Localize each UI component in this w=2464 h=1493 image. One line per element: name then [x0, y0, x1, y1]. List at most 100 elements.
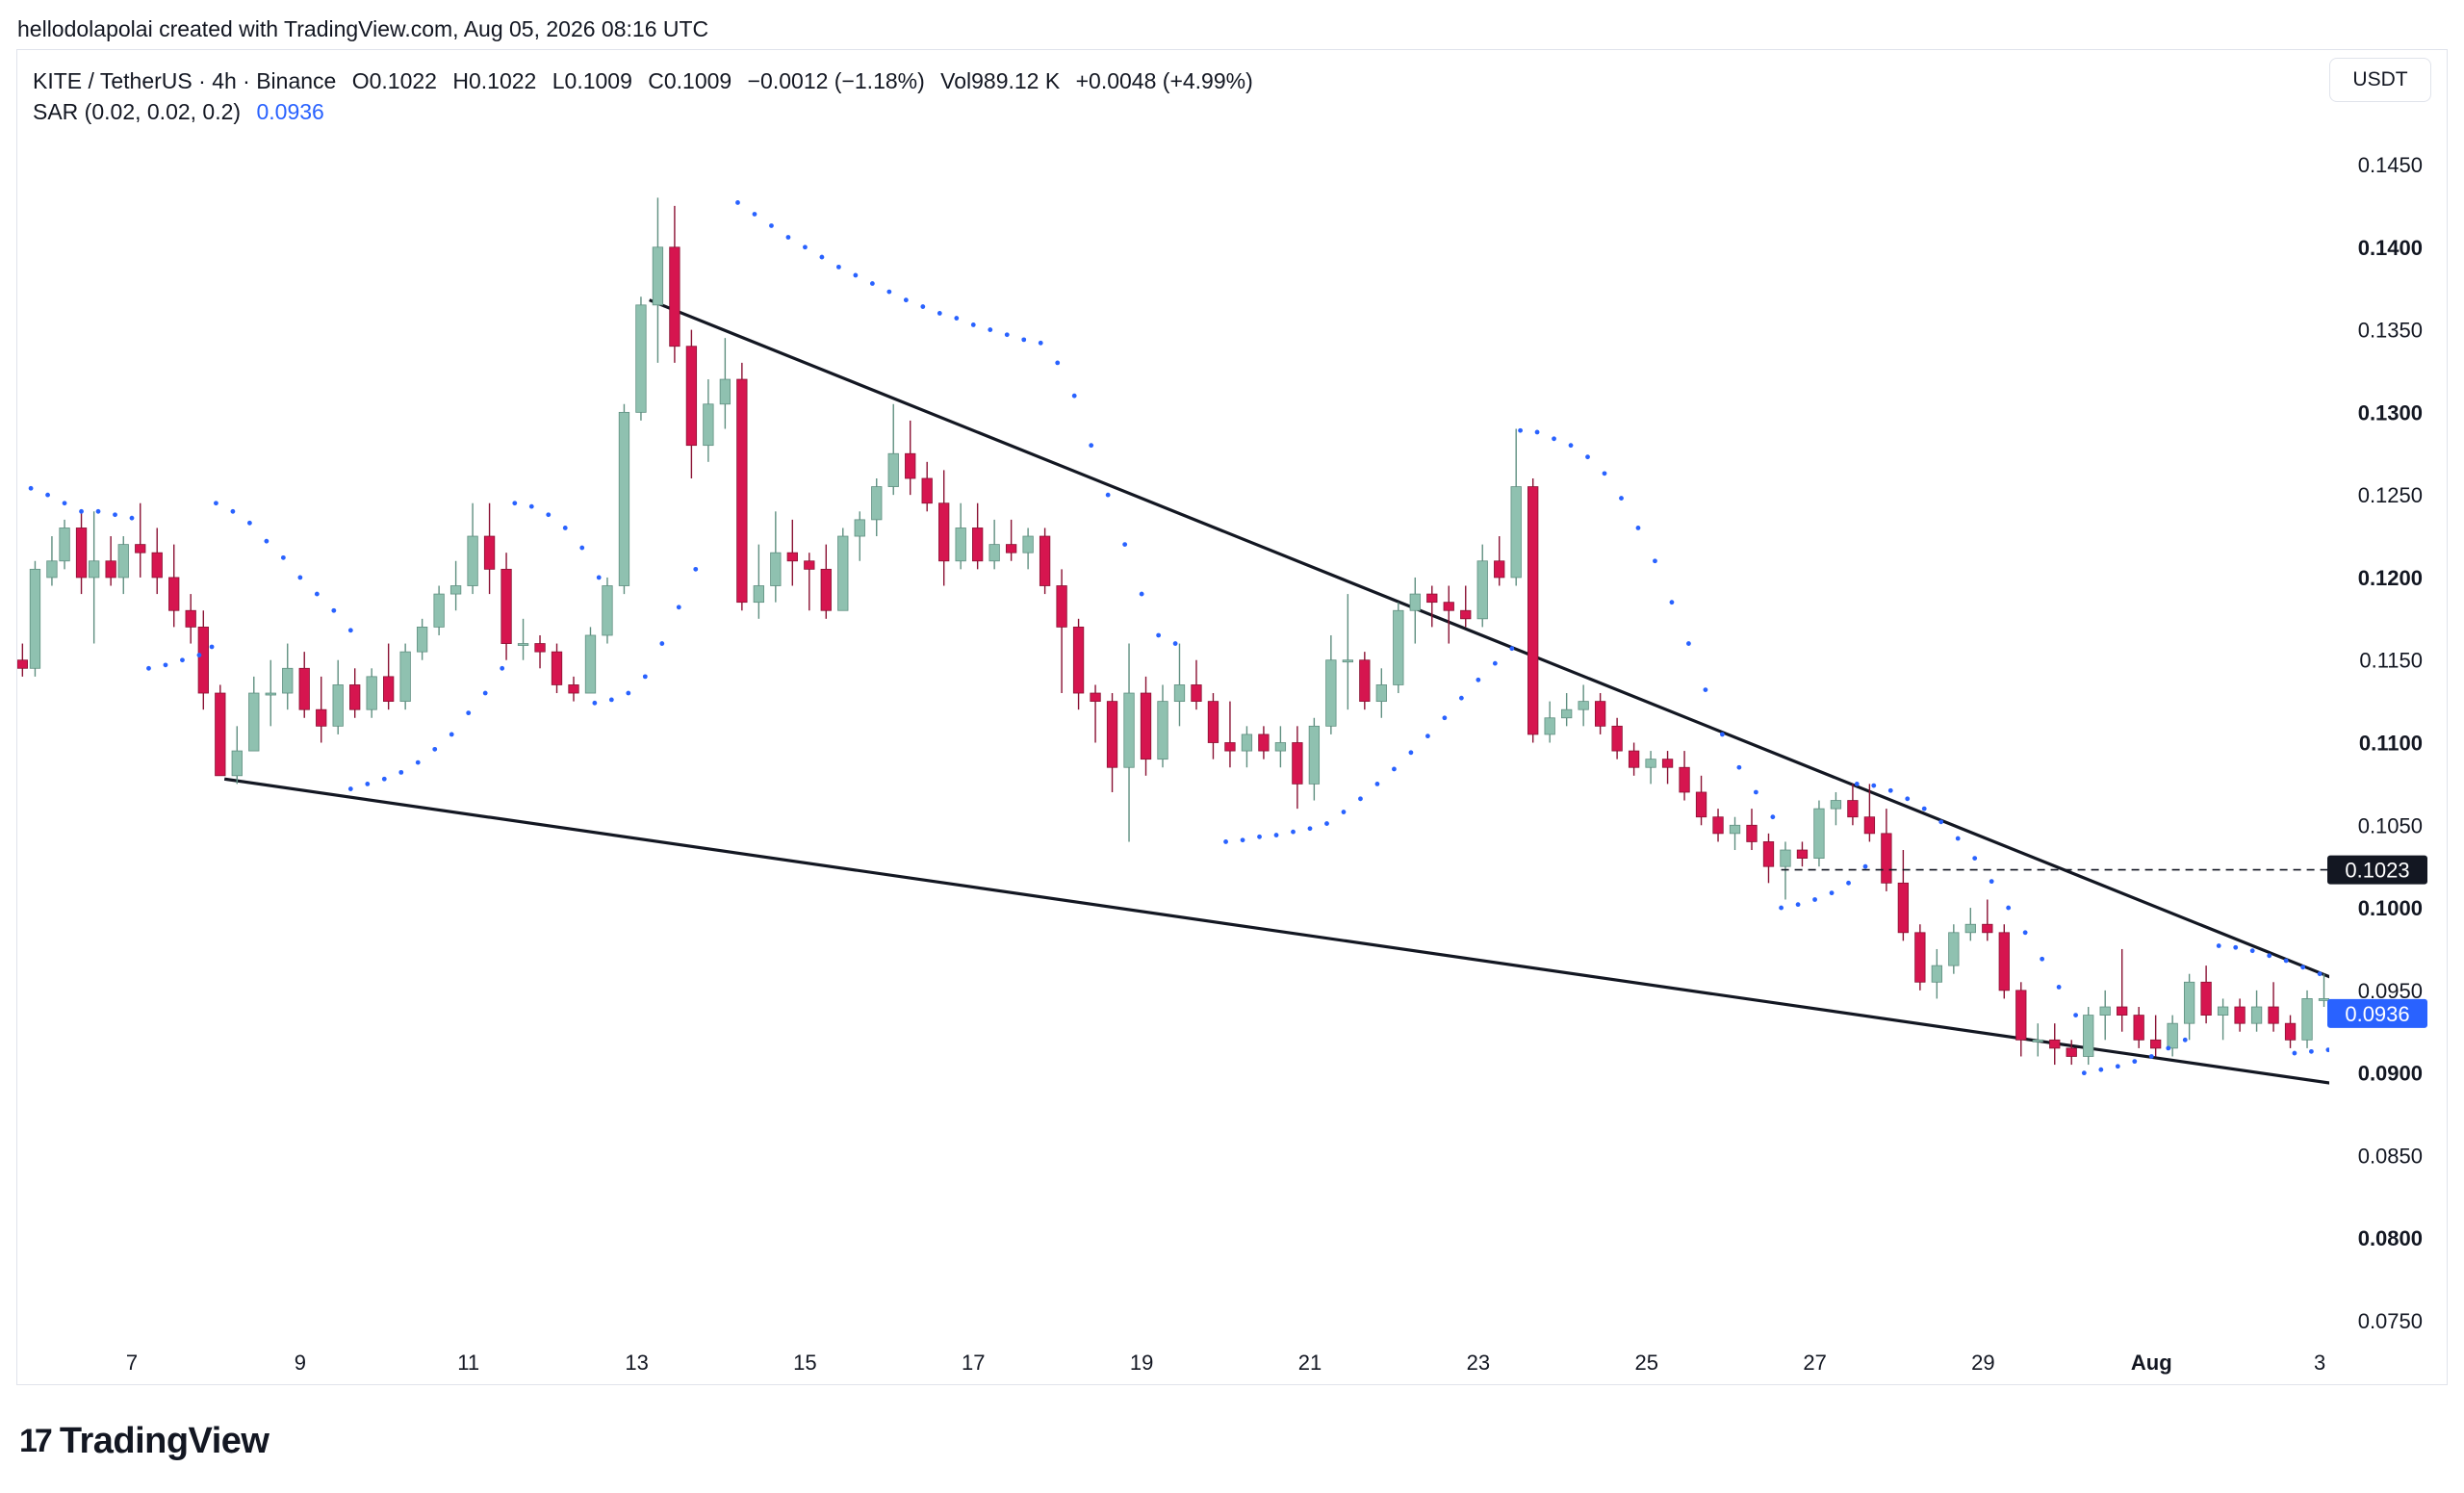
candle-body [1881, 833, 1892, 884]
candle [2268, 982, 2279, 1032]
candle-body [1056, 585, 1067, 628]
candle [1274, 726, 1287, 768]
candle-body [5, 610, 14, 659]
x-axis-tick-label: 3 [2314, 1351, 2325, 1375]
candle-body [1241, 734, 1253, 752]
candle-body [316, 708, 327, 727]
candle [1746, 809, 1758, 851]
candle-body [1712, 816, 1724, 835]
candle-body [2167, 1022, 2178, 1049]
candle-body [2183, 981, 2195, 1024]
candle-body [332, 684, 344, 727]
sar-dot [1038, 340, 1043, 346]
sar-dot [2056, 985, 2062, 990]
x-axis-tick-label: 7 [126, 1351, 138, 1375]
candle-body [1561, 708, 1573, 719]
candle-body [1292, 742, 1303, 785]
candle [316, 676, 327, 743]
sar-dot [735, 200, 740, 205]
candle [635, 296, 647, 421]
candle [1830, 791, 1842, 826]
sar-dot [626, 690, 631, 696]
sar-dot [1829, 890, 1835, 896]
candle [117, 536, 129, 595]
change-value: −0.0012 (−1.18%) [747, 68, 925, 93]
candle [921, 461, 933, 512]
candle [1594, 693, 1606, 734]
wedge-trendline-upper [649, 298, 2329, 979]
sar-dot [2267, 953, 2272, 959]
sar-dot [1156, 632, 1162, 638]
sar-dot [264, 538, 270, 544]
sar-dot [836, 264, 841, 270]
sar-dot [528, 503, 534, 509]
sar-dot [2410, 1041, 2415, 1045]
sar-dot [1408, 750, 1414, 756]
candle-body [1342, 659, 1353, 663]
symbol-label[interactable]: KITE / TetherUS · 4h · Binance [33, 68, 337, 93]
candle-body [2099, 1006, 2111, 1016]
candle-body [1022, 535, 1034, 553]
candle-body [1409, 593, 1421, 611]
sar-dot [2325, 1047, 2329, 1053]
sar-dot [1458, 695, 1464, 701]
candle-body [1173, 684, 1186, 703]
currency-button[interactable]: USDT [2329, 58, 2431, 102]
candle-body [1611, 725, 1623, 752]
sar-dot [1905, 796, 1911, 802]
candle [2015, 982, 2027, 1057]
candle [1375, 668, 1387, 718]
candle-body [298, 667, 310, 710]
candle-body [618, 411, 630, 586]
candle-body [2284, 1022, 2297, 1041]
sar-dot [2040, 956, 2045, 962]
y-axis-tick-label: 0.1250 [2358, 483, 2423, 507]
candle [215, 684, 226, 777]
sar-dot [466, 710, 472, 716]
sar-dot [163, 662, 168, 668]
x-axis-tick-label: 19 [1130, 1351, 1153, 1375]
candle-body [517, 643, 529, 646]
x-axis-tick-label: 23 [1467, 1351, 1490, 1375]
sar-dot [1139, 591, 1144, 597]
candle [416, 618, 428, 660]
sar-dot [297, 575, 303, 580]
candle [652, 197, 664, 363]
candle [29, 560, 41, 677]
candle [736, 362, 748, 611]
y-axis-tick-label: 0.1450 [2358, 153, 2423, 177]
candle [2437, 1007, 2447, 1040]
sar-dot [2073, 1013, 2079, 1017]
candle-body [804, 560, 815, 570]
candle-body [1375, 684, 1387, 703]
x-axis-tick-label: 9 [295, 1351, 306, 1375]
candle-body [59, 528, 70, 562]
sar-value-tag-text: 0.0936 [2345, 1002, 2409, 1026]
candle-body [89, 560, 100, 579]
candle [1359, 652, 1371, 710]
sar-dot [1552, 436, 1556, 442]
candle-body [1123, 692, 1135, 768]
sar-dot [592, 700, 598, 706]
candle-body [1796, 849, 1809, 859]
candle-body [399, 651, 411, 703]
candle-body [483, 535, 496, 570]
sar-dot [2435, 976, 2440, 981]
sar-dot [642, 674, 648, 680]
candle [1140, 676, 1152, 776]
y-axis-tick-label: 0.0950 [2358, 979, 2423, 1003]
tradingview-logo[interactable]: 17 TradingView [19, 1421, 270, 1462]
candle-body [568, 684, 579, 694]
candle-body [1224, 742, 1236, 752]
candle [1173, 643, 1186, 727]
sar-indicator-label[interactable]: SAR (0.02, 0.02, 0.2) [33, 99, 242, 124]
candle-body [786, 552, 798, 562]
wedge-trendline-lower [223, 777, 2329, 1085]
open-value: O0.1022 [351, 68, 437, 93]
candle [46, 536, 58, 586]
sar-dot [1972, 856, 1978, 861]
sar-dot [2283, 958, 2289, 964]
sar-dot [785, 235, 791, 240]
candle-body [635, 304, 647, 413]
